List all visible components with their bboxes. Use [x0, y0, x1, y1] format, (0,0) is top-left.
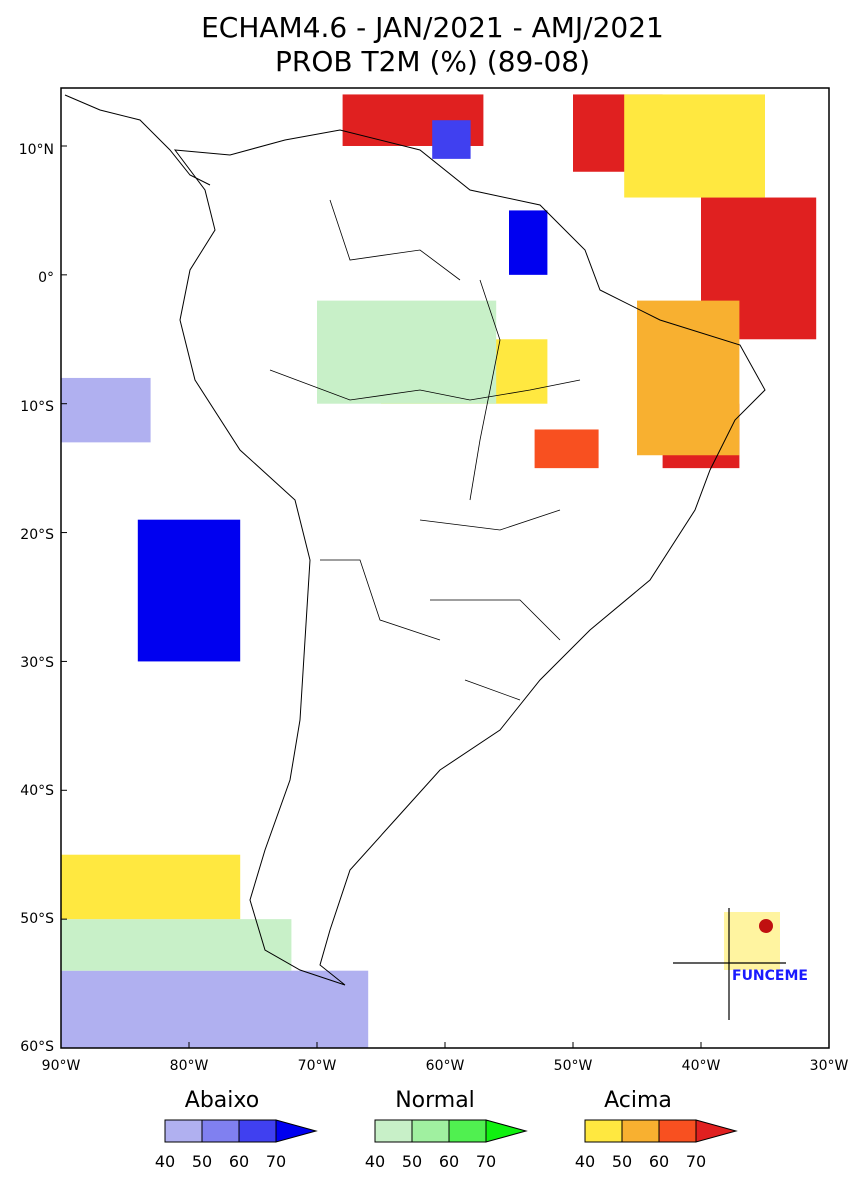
lat-label-30s: 30°S [20, 655, 54, 671]
legend-acima-swatch-0 [584, 1119, 623, 1143]
prob-region-acima-6 [624, 94, 765, 198]
funceme-logo-bg [724, 912, 780, 970]
funceme-logo-text: FUNCEME [732, 968, 808, 984]
legend-acima-swatch-1 [621, 1119, 660, 1143]
prob-region-acima-4 [534, 429, 599, 469]
prob-region-abaixo-12 [61, 970, 369, 1048]
legend-abaixo-tick-50: 50 [191, 1152, 213, 1171]
legend-acima-tick-70: 70 [685, 1152, 707, 1171]
prob-region-normal-13 [317, 300, 497, 404]
lon-label-30w: 30°W [809, 1058, 849, 1074]
prob-region-acima-15 [61, 854, 241, 920]
country-borders [269, 199, 581, 701]
legend-normal-tick-60: 60 [438, 1152, 460, 1171]
lon-label-70w: 70°W [297, 1058, 337, 1074]
legend-normal-swatch-1 [411, 1119, 450, 1143]
legend-normal-swatch-0 [374, 1119, 413, 1143]
legend-acima-tick-60: 60 [648, 1152, 670, 1171]
legend-abaixo-swatch-1 [201, 1119, 240, 1143]
lat-label-60s: 60°S [20, 1039, 54, 1055]
lat-label-0: 0° [38, 270, 54, 286]
legend-title-abaixo: Abaixo [184, 1088, 260, 1113]
prob-region-abaixo-11 [61, 377, 151, 443]
legend-abaixo-tick-60: 60 [228, 1152, 250, 1171]
legend-normal-tick-50: 50 [401, 1152, 423, 1171]
lon-label-50w: 50°W [553, 1058, 593, 1074]
lat-label-20s: 20°S [20, 527, 54, 543]
probability-cells [61, 94, 817, 1048]
legend-acima-arrow [695, 1119, 738, 1143]
prob-region-abaixo-9 [432, 120, 471, 159]
legend-abaixo-swatch-2 [238, 1119, 277, 1143]
chart-title-line1: ECHAM4.6 - JAN/2021 - AMJ/2021 [201, 11, 664, 44]
central-america-outline [64, 94, 211, 186]
legend-abaixo-arrow [275, 1119, 318, 1143]
prob-region-abaixo-8 [509, 210, 548, 275]
funceme-logo-dot [759, 919, 773, 933]
legend-normal-arrow [485, 1119, 528, 1143]
legend-colorbars [164, 1119, 738, 1143]
legend-abaixo-tick-70: 70 [265, 1152, 287, 1171]
lat-label-40s: 40°S [20, 783, 54, 799]
lon-label-80w: 80°W [169, 1058, 209, 1074]
coastline [173, 129, 766, 986]
lat-label-10n: 10°N [18, 142, 54, 158]
legend-abaixo-tick-40: 40 [154, 1152, 176, 1171]
prob-region-acima-5 [637, 300, 740, 456]
legend-normal-tick-70: 70 [475, 1152, 497, 1171]
legend-abaixo-swatch-0 [164, 1119, 203, 1143]
lon-label-40w: 40°W [681, 1058, 721, 1074]
lon-label-60w: 60°W [425, 1058, 465, 1074]
lat-label-10s: 10°S [20, 399, 54, 415]
legend-acima-tick-50: 50 [611, 1152, 633, 1171]
prob-region-normal-14 [61, 919, 292, 971]
chart-title-line2: PROB T2M (%) (89-08) [274, 45, 591, 78]
legend-title-acima: Acima [604, 1088, 672, 1113]
legend-normal-swatch-2 [448, 1119, 487, 1143]
lon-label-90w: 90°W [41, 1058, 81, 1074]
lat-label-50s: 50°S [20, 911, 54, 927]
legend-normal-tick-40: 40 [364, 1152, 386, 1171]
legend-acima-swatch-2 [658, 1119, 697, 1143]
legend-acima-tick-40: 40 [574, 1152, 596, 1171]
legend-title-normal: Normal [395, 1088, 475, 1113]
prob-region-abaixo-10 [137, 519, 241, 662]
